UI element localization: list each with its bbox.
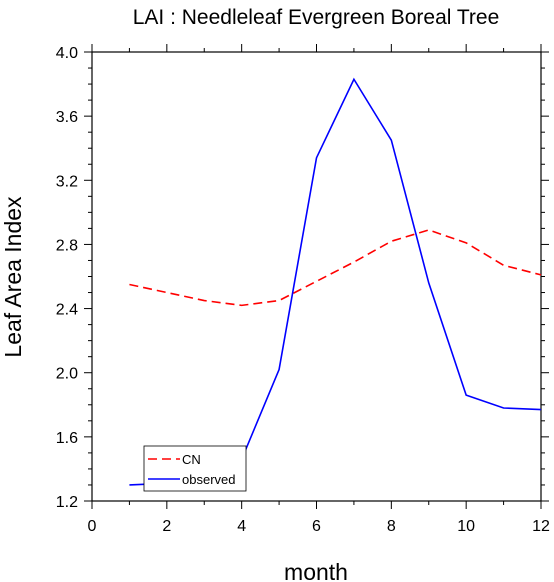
x-tick-label: 10 [457, 518, 475, 535]
y-tick-label: 2.0 [56, 366, 78, 383]
series-line-observed [129, 77, 542, 486]
series-layer [129, 77, 542, 486]
y-tick-label: 3.6 [56, 109, 78, 126]
y-tick-label: 2.4 [56, 302, 78, 319]
x-axis-label: month [284, 559, 348, 582]
y-tick-label: 1.6 [56, 430, 78, 447]
legend-label-observed: observed [182, 472, 235, 487]
axis-ticks: 0 2 4 6 8 10 12 1.2 1.6 2.0 2.4 2.8 3.2 3.6 4.0 [56, 44, 550, 535]
series-line-cn [129, 229, 542, 307]
y-axis-label: Leaf Area Index [0, 196, 26, 358]
x-tick-label: 4 [237, 518, 246, 535]
y-tick-label: 3.2 [56, 173, 78, 190]
legend-box [143, 445, 247, 492]
y-tick-label: 2.8 [56, 237, 78, 254]
x-tick-label: 8 [387, 518, 396, 535]
legend: CN observed [143, 445, 247, 492]
x-tick-label: 2 [162, 518, 171, 535]
plot-frame [91, 51, 542, 502]
y-tick-label: 1.2 [56, 494, 78, 511]
chart-title: LAI : Needleleaf Evergreen Boreal Tree [133, 6, 500, 29]
y-tick-label: 4.0 [56, 45, 78, 62]
x-tick-label: 6 [312, 518, 321, 535]
legend-label-cn: CN [182, 452, 201, 467]
x-tick-label: 0 [88, 518, 97, 535]
x-tick-label: 12 [532, 518, 550, 535]
